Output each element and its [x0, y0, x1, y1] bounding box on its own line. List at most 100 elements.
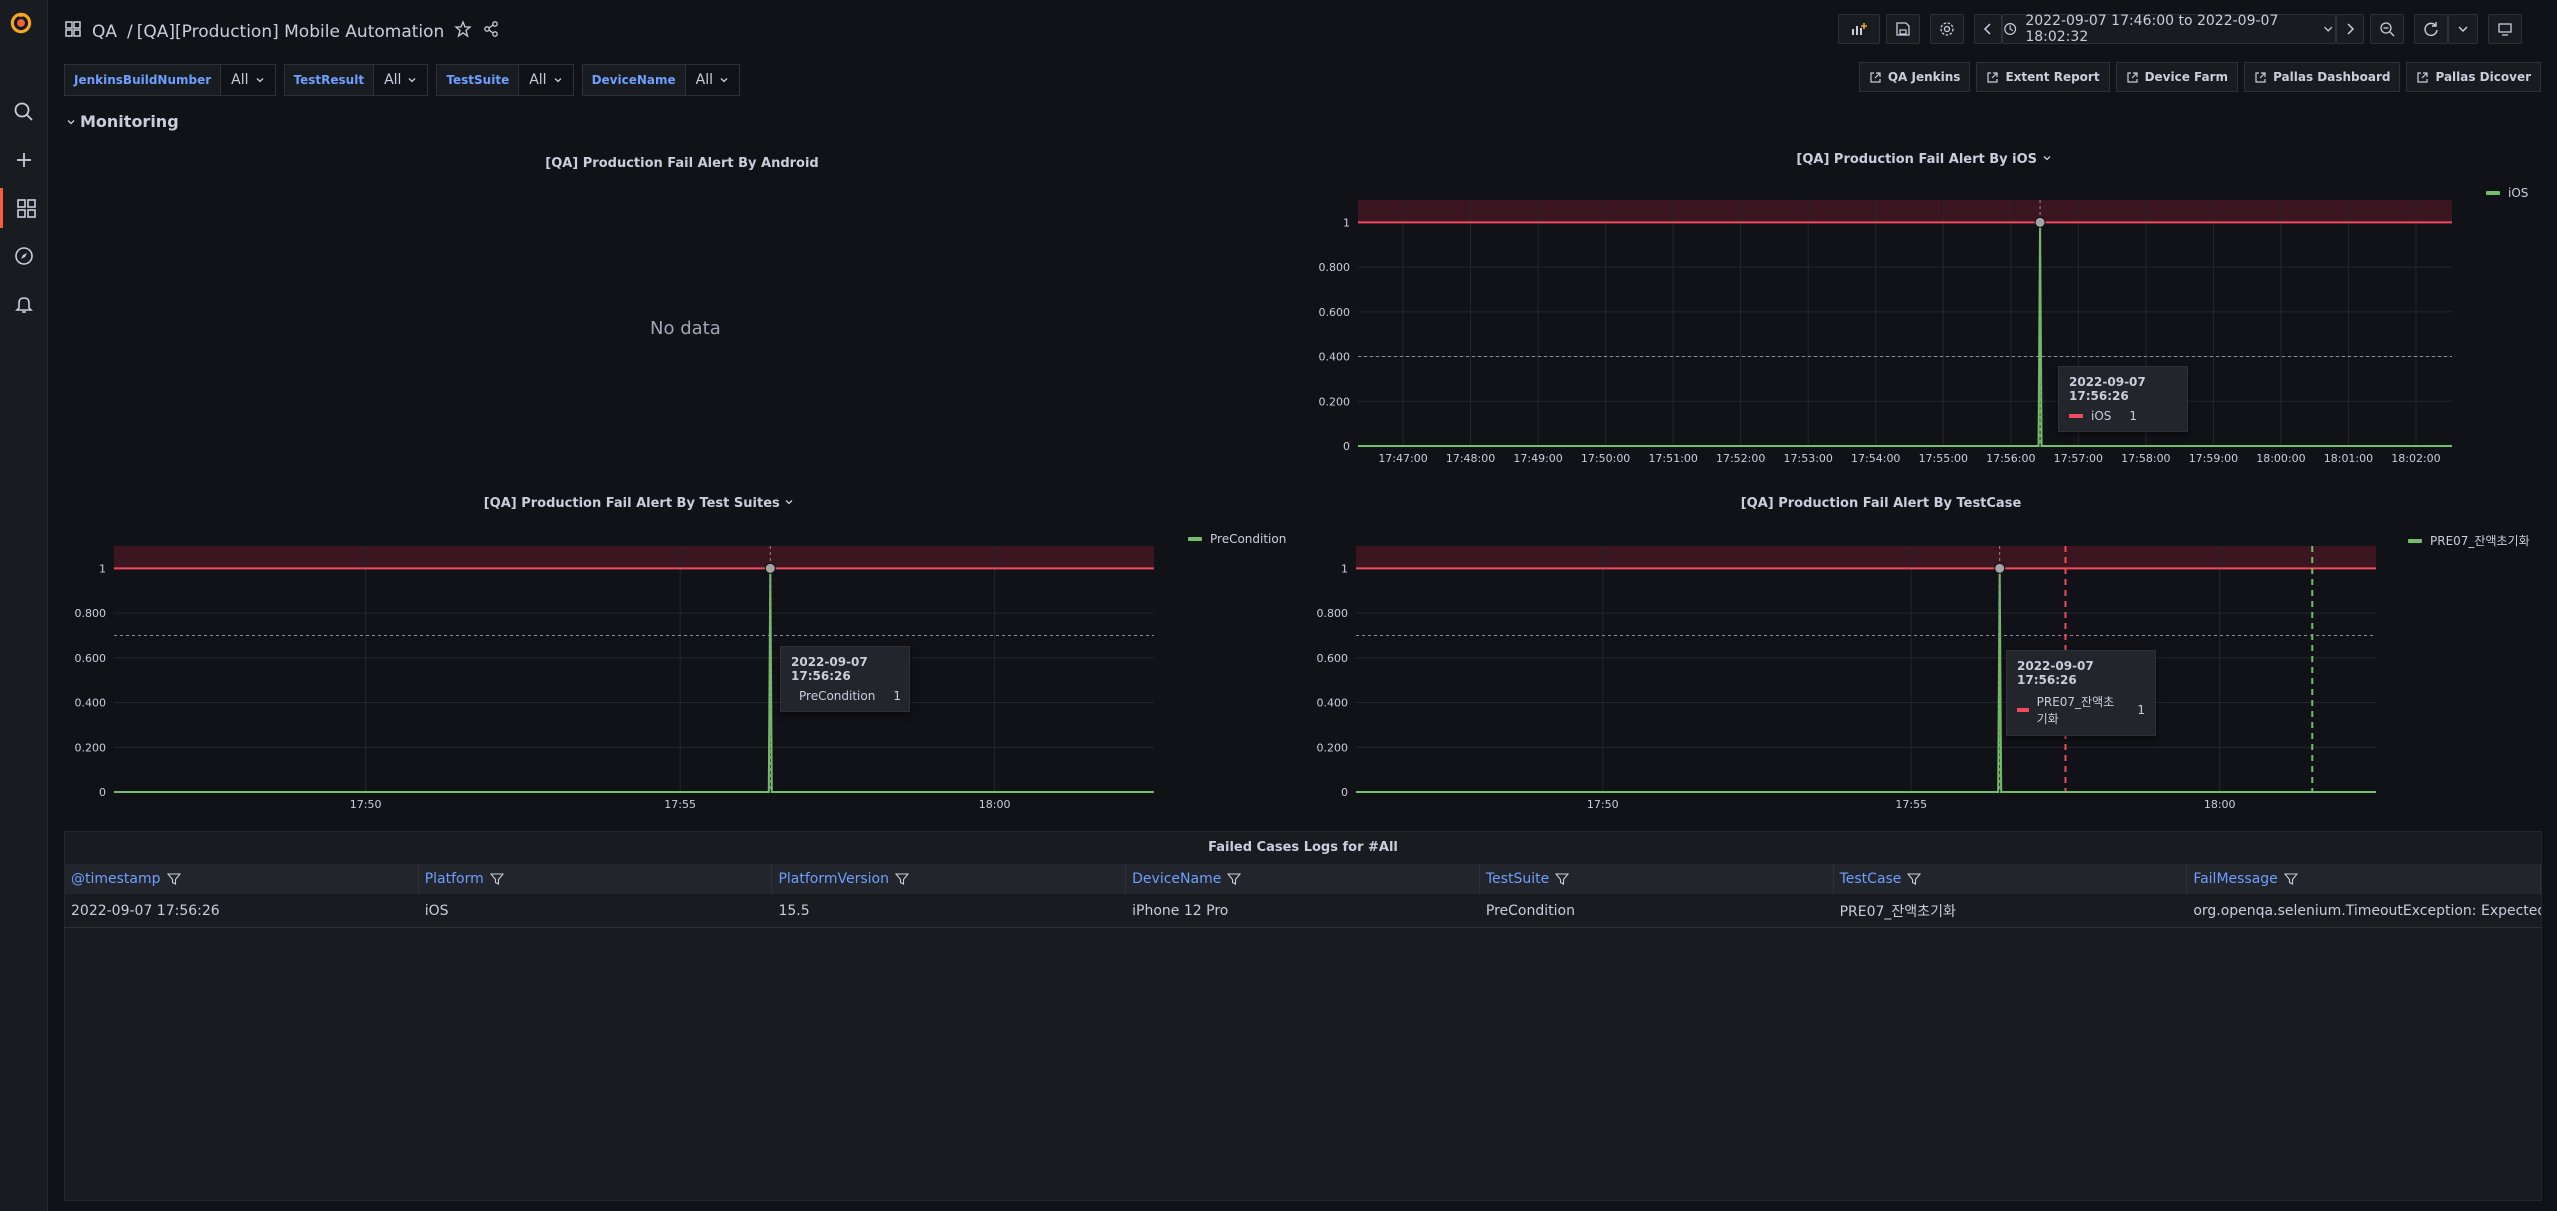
chevron-down-icon: [256, 78, 263, 83]
link-extent-report[interactable]: Extent Report: [1976, 62, 2110, 92]
threshold-area: [114, 546, 1154, 569]
filter-icon[interactable]: [1227, 872, 1242, 886]
tooltip-value: 1: [2129, 409, 2138, 423]
refresh-button[interactable]: [2414, 14, 2448, 44]
link-label: QA Jenkins: [1887, 70, 1961, 84]
column-header-label: TestCase: [1839, 871, 1902, 887]
x-tick-label: 18:02:00: [2391, 452, 2440, 465]
legend-item[interactable]: iOS: [2486, 186, 2528, 200]
grafana-logo-icon[interactable]: [10, 12, 38, 40]
row-monitoring[interactable]: Monitoring: [66, 112, 179, 131]
legend-item[interactable]: PRE07_잔액초기화: [2408, 532, 2530, 549]
panel-test-suites: [QA] Production Fail Alert By Test Suite…: [64, 490, 1300, 820]
x-tick-label: 18:00: [979, 798, 1011, 811]
suites-timeseries-chart[interactable]: 0 0.200 0.400 0.600 0.800 1 17:50 17:55 18:00: [64, 490, 1300, 820]
variable-test-suite: TestSuite All: [436, 64, 574, 96]
column-header[interactable]: FailMessage: [2187, 864, 2542, 894]
dashboards-icon: [64, 20, 82, 43]
link-pallas-dashboard[interactable]: Pallas Dashboard: [2244, 62, 2401, 92]
chevron-down-icon: [554, 78, 562, 83]
data-point: [764, 562, 776, 574]
filter-icon[interactable]: [2283, 872, 2298, 886]
chevron-down-icon: [720, 78, 728, 83]
variable-value: All: [695, 72, 714, 88]
link-device-farm[interactable]: Device Farm: [2115, 62, 2239, 92]
dashboard-links: QA Jenkins Extent Report Device Farm Pal…: [1858, 62, 2541, 92]
zoom-out-button[interactable]: [2370, 14, 2404, 44]
bell-icon[interactable]: [0, 284, 48, 324]
y-tick-label: 0.200: [1317, 741, 1349, 754]
settings-button[interactable]: [1930, 14, 1964, 44]
time-forward-button[interactable]: [2336, 14, 2364, 44]
x-tick-label: 17:50: [1587, 798, 1619, 811]
variable-test-result: TestResult All: [283, 64, 429, 96]
x-tick-label: 18:00: [2204, 798, 2236, 811]
panel-title[interactable]: Failed Cases Logs for #All: [1208, 840, 1398, 855]
column-header-label: DeviceName: [1132, 871, 1222, 887]
refresh-interval-dropdown[interactable]: [2448, 14, 2478, 44]
variable-value: All: [384, 72, 402, 88]
search-icon[interactable]: [0, 92, 48, 132]
table-row[interactable]: 2022-09-07 17:56:26 iOS 15.5 iPhone 12 Pro P…: [65, 894, 2541, 928]
tv-mode-button[interactable]: [2488, 14, 2522, 44]
share-icon[interactable]: [482, 20, 500, 43]
column-header[interactable]: PlatformVersion: [772, 864, 1127, 894]
breadcrumb-folder[interactable]: QA: [92, 21, 118, 42]
panel-failed-cases-table: Failed Cases Logs for #All @timestamp Pla…: [64, 831, 2542, 1201]
panel-title[interactable]: [QA] Production Fail Alert By Test Suite…: [64, 496, 1214, 511]
y-tick-label: 1: [1341, 562, 1348, 575]
panel-title[interactable]: [QA] Production Fail Alert By Android: [545, 156, 819, 171]
time-range-picker[interactable]: 2022-09-07 17:46:00 to 2022-09-07 18:02:…: [2002, 13, 2336, 45]
column-header[interactable]: Platform: [419, 864, 773, 894]
x-tick-label: 17:52:00: [1716, 452, 1765, 465]
add-panel-button[interactable]: [1838, 14, 1880, 44]
save-button[interactable]: [1886, 14, 1920, 44]
filter-icon[interactable]: [894, 872, 909, 886]
column-header[interactable]: @timestamp: [65, 864, 419, 894]
panel-title[interactable]: [QA] Production Fail Alert By iOS: [1306, 152, 2542, 167]
gear-icon: [1940, 22, 1954, 36]
y-tick-label: 0.600: [75, 652, 107, 665]
compass-icon[interactable]: [0, 236, 48, 276]
external-link-icon: [2417, 71, 2429, 83]
testcase-timeseries-chart[interactable]: 0 0.200 0.400 0.600 0.800 1 17:50 17:55 18:00: [1306, 490, 2542, 820]
legend-item[interactable]: PreCondition: [1188, 532, 1286, 546]
link-qa-jenkins[interactable]: QA Jenkins: [1858, 62, 1971, 92]
variable-value: All: [529, 72, 547, 88]
panel-title[interactable]: [QA] Production Fail Alert By TestCase: [1740, 496, 2022, 511]
variable-select[interactable]: All: [374, 64, 429, 96]
threshold-area: [1358, 200, 2452, 223]
zoom-out-icon: [2380, 22, 2395, 37]
star-icon[interactable]: [454, 20, 473, 43]
no-data-message: No data: [650, 318, 721, 339]
link-pallas-discover[interactable]: Pallas Dicover: [2406, 62, 2541, 92]
tooltip-swatch: [2017, 708, 2029, 712]
dashboards-icon[interactable]: [0, 188, 48, 228]
filter-icon[interactable]: [489, 872, 504, 886]
x-tick-label: 18:00:00: [2256, 452, 2305, 465]
column-header[interactable]: DeviceName: [1126, 864, 1480, 894]
side-menu: [0, 0, 48, 1211]
filter-icon[interactable]: [166, 872, 181, 886]
filter-icon[interactable]: [1555, 872, 1570, 886]
dashboard-title[interactable]: [QA][Production] Mobile Automation: [136, 21, 445, 42]
y-tick-label: 0.800: [75, 607, 107, 620]
external-link-icon: [1987, 71, 1999, 83]
column-header[interactable]: TestCase: [1834, 864, 2188, 894]
column-header[interactable]: TestSuite: [1480, 864, 1834, 894]
chevron-down-icon: [67, 119, 75, 124]
table-cell: PRE07_잔액초기화: [1839, 903, 1956, 920]
variable-select[interactable]: All: [221, 64, 276, 96]
link-label: Pallas Dashboard: [2273, 70, 2391, 84]
time-back-button[interactable]: [1974, 14, 2002, 44]
column-header-label: Platform: [424, 871, 484, 887]
plus-icon[interactable]: [0, 140, 48, 180]
data-point: [2034, 216, 2046, 228]
variable-select[interactable]: All: [519, 64, 574, 96]
filter-icon[interactable]: [1907, 872, 1922, 886]
threshold-area: [1356, 546, 2376, 569]
ios-timeseries-chart[interactable]: 0 0.200 0.400 0.600 0.800 1 17:47:00 17:48:00 17…: [1306, 148, 2542, 478]
variable-select[interactable]: All: [685, 64, 741, 96]
breadcrumb: QA / [QA][Production] Mobile Automation: [64, 20, 500, 43]
y-tick-label: 0: [99, 786, 106, 799]
